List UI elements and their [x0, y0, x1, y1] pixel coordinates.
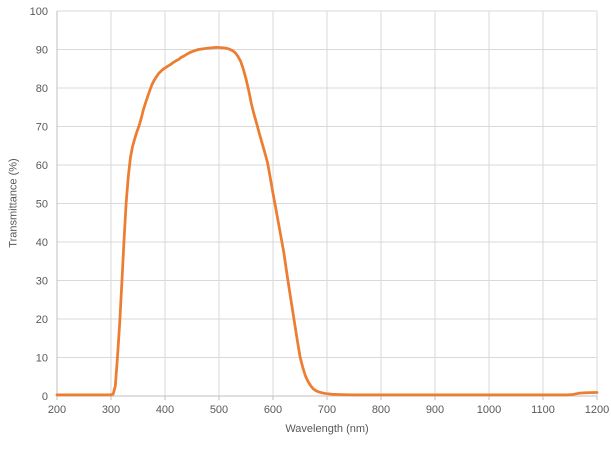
y-tick-label: 30	[36, 276, 48, 288]
y-tick-label: 0	[42, 391, 48, 403]
x-tick-label: 300	[102, 404, 120, 416]
x-tick-label: 1200	[585, 404, 609, 416]
y-tick-label: 100	[30, 6, 48, 18]
y-tick-label: 70	[36, 122, 48, 134]
x-tick-label: 500	[210, 404, 228, 416]
x-tick-label: 800	[372, 404, 390, 416]
y-tick-label: 40	[36, 237, 48, 249]
y-tick-label: 10	[36, 353, 48, 365]
x-axis-title: Wavelength (nm)	[285, 423, 369, 435]
x-tick-label: 900	[426, 404, 444, 416]
y-tick-label: 60	[36, 160, 48, 172]
x-tick-label: 1000	[477, 404, 501, 416]
x-tick-label: 700	[318, 404, 336, 416]
transmittance-curve	[55, 46, 599, 397]
y-tick-label: 80	[36, 83, 48, 95]
x-tick-label: 400	[156, 404, 174, 416]
y-axis-title: Transmittance (%)	[7, 158, 20, 248]
x-tick-label: 600	[264, 404, 282, 416]
x-tick-label: 200	[48, 404, 66, 416]
x-tick-label: 1100	[531, 404, 555, 416]
y-tick-label: 90	[36, 45, 48, 57]
y-tick-label: 50	[36, 199, 48, 211]
y-tick-label: 20	[36, 314, 48, 326]
